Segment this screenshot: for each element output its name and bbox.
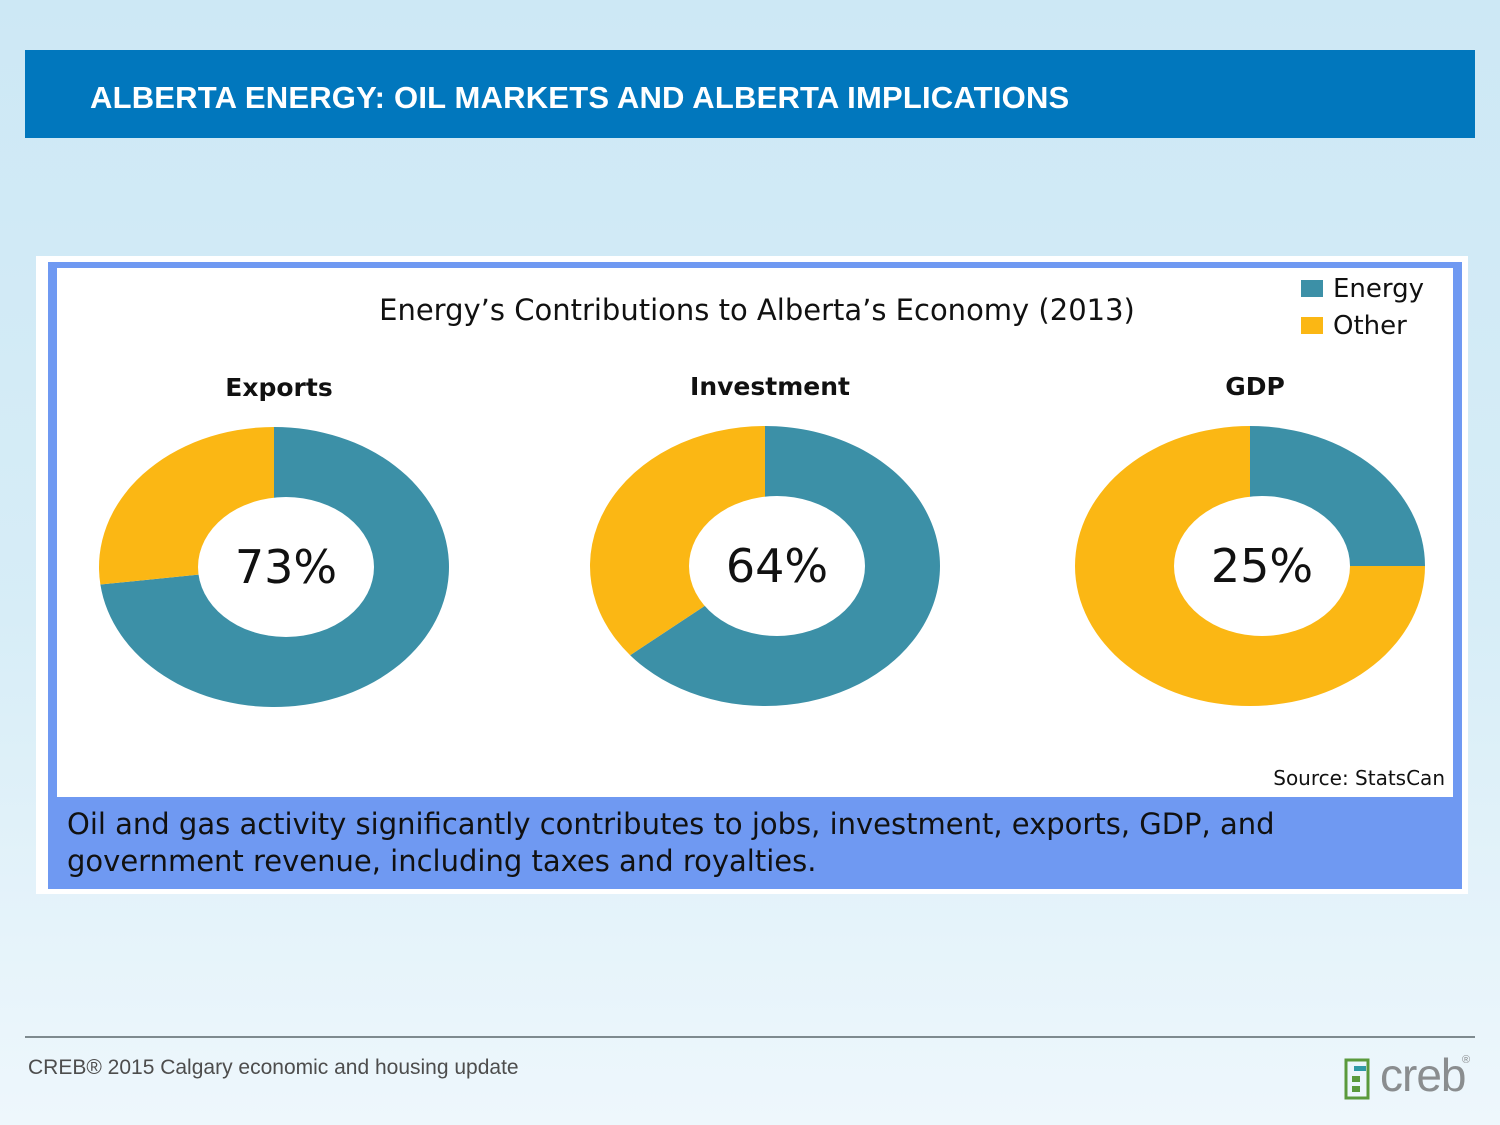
legend-swatch-energy — [1301, 280, 1323, 297]
legend-swatch-other — [1301, 317, 1323, 334]
logo-registered-mark: ® — [1462, 1054, 1471, 1066]
pie-slice-investment-other — [589, 426, 765, 656]
figure-frame-top — [48, 262, 1462, 268]
figure-frame-right — [1453, 262, 1462, 798]
pie-hole-investment — [689, 496, 865, 636]
footer-rule — [25, 1036, 1475, 1038]
caption-box: Oil and gas activity significantly contr… — [48, 797, 1462, 889]
header-bar: ALBERTA ENERGY: OIL MARKETS AND ALBERTA … — [25, 50, 1475, 138]
caption-text: Oil and gas activity significantly contr… — [67, 807, 1275, 878]
pie-hole-exports — [198, 497, 374, 637]
pie-hole-gdp — [1174, 496, 1350, 636]
pie-center-label-gdp: 25% — [1211, 539, 1313, 593]
figure-frame-left — [48, 262, 57, 798]
pie-center-label-exports: 73% — [235, 540, 337, 594]
pie-title-exports: Exports — [225, 373, 332, 402]
building-icon — [1344, 1058, 1370, 1100]
legend-label-other: Other — [1333, 311, 1407, 341]
footer-text: CREB® 2015 Calgary economic and housing … — [28, 1056, 519, 1079]
slide-title: ALBERTA ENERGY: OIL MARKETS AND ALBERTA … — [90, 80, 1070, 115]
creb-logo: creb ® — [1344, 1049, 1474, 1104]
chart-source: Source: StatsCan — [1273, 766, 1445, 790]
chart-title: Energy’s Contributions to Alberta’s Econ… — [379, 293, 1135, 327]
pie-center-label-investment: 64% — [726, 539, 828, 593]
pie-title-gdp: GDP — [1225, 372, 1285, 401]
legend-label-energy: Energy — [1333, 274, 1424, 304]
pie-title-investment: Investment — [690, 372, 850, 401]
logo-text: creb — [1380, 1049, 1466, 1101]
